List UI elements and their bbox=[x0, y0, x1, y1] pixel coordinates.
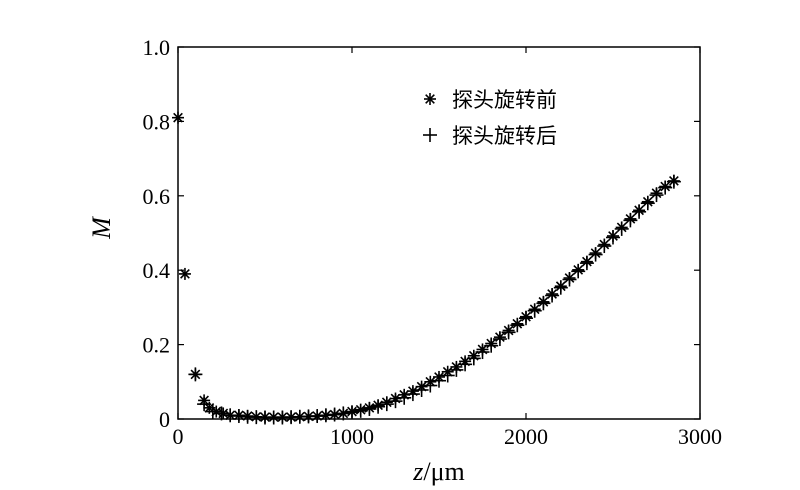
legend-symbol-asterisk bbox=[424, 93, 436, 105]
point-after-rotation bbox=[214, 406, 229, 421]
point-after-rotation bbox=[640, 196, 655, 211]
point-after-rotation bbox=[579, 256, 594, 271]
point-after-rotation bbox=[510, 318, 525, 333]
point-after-rotation bbox=[440, 368, 455, 383]
legend-label-1: 探头旋转后 bbox=[452, 124, 557, 148]
point-after-rotation bbox=[536, 296, 551, 311]
point-after-rotation bbox=[562, 272, 577, 287]
y-tick-label: 0.6 bbox=[143, 184, 171, 209]
point-after-rotation bbox=[336, 406, 351, 421]
point-after-rotation bbox=[449, 362, 464, 377]
point-after-rotation bbox=[432, 373, 446, 388]
point-after-rotation bbox=[501, 325, 516, 340]
point-after-rotation bbox=[519, 311, 533, 326]
point-after-rotation bbox=[379, 397, 394, 412]
point-after-rotation bbox=[362, 401, 377, 416]
point-after-rotation bbox=[553, 280, 568, 295]
y-tick-label: 0 bbox=[159, 407, 170, 432]
point-after-rotation bbox=[353, 403, 368, 418]
point-after-rotation bbox=[475, 345, 490, 360]
point-after-rotation bbox=[423, 378, 438, 393]
y-axis-title: M bbox=[87, 216, 116, 240]
data-markers bbox=[172, 111, 681, 425]
y-tick-label: 0.4 bbox=[143, 258, 171, 283]
point-after-rotation bbox=[371, 399, 386, 414]
y-tick-label: 0.2 bbox=[143, 333, 171, 358]
plot-frame bbox=[177, 46, 701, 420]
point-after-rotation bbox=[545, 288, 560, 303]
point-after-rotation bbox=[623, 213, 638, 228]
point-after-rotation bbox=[405, 387, 420, 402]
point-after-rotation bbox=[597, 239, 612, 254]
point-after-rotation bbox=[666, 174, 681, 189]
x-axis-title: z/μm bbox=[412, 457, 465, 486]
point-after-rotation bbox=[527, 303, 542, 318]
point-after-rotation bbox=[484, 338, 499, 353]
x-tick-label: 2000 bbox=[504, 424, 548, 449]
legend-label-0: 探头旋转前 bbox=[452, 88, 557, 112]
legend-marker-asterisk bbox=[424, 93, 436, 105]
point-after-rotation bbox=[197, 397, 212, 412]
point-after-rotation bbox=[606, 230, 620, 245]
point-after-rotation bbox=[345, 405, 359, 420]
legend: 探头旋转前 探头旋转后 bbox=[423, 88, 557, 148]
point-after-rotation bbox=[466, 351, 481, 366]
point-after-rotation bbox=[571, 264, 586, 279]
point-after-rotation bbox=[205, 404, 220, 419]
point-after-rotation bbox=[614, 221, 629, 236]
x-axis-unit: /μm bbox=[423, 457, 464, 486]
point-after-rotation bbox=[397, 390, 412, 405]
point-after-rotation bbox=[458, 357, 473, 372]
legend-marker-plus bbox=[423, 128, 437, 142]
point-after-rotation bbox=[588, 247, 603, 262]
y-tick-label: 1.0 bbox=[143, 35, 171, 60]
point-after-rotation bbox=[658, 180, 673, 195]
point-after-rotation bbox=[388, 394, 403, 409]
legend-symbol-plus bbox=[423, 128, 437, 142]
point-after-rotation bbox=[649, 188, 664, 203]
x-tick-label: 0 bbox=[173, 424, 184, 449]
point-before-rotation bbox=[178, 267, 191, 280]
point-after-rotation bbox=[188, 367, 203, 382]
point-before-rotation bbox=[172, 111, 184, 124]
point-after-rotation bbox=[327, 407, 342, 422]
x-tick-label: 1000 bbox=[330, 424, 374, 449]
x-axis-variable: z bbox=[412, 457, 423, 486]
point-after-rotation bbox=[632, 204, 647, 219]
point-after-rotation bbox=[492, 332, 507, 347]
y-tick-label: 0.8 bbox=[143, 109, 171, 134]
x-tick-label: 3000 bbox=[678, 424, 722, 449]
axis-ticks: 0 1000 2000 3000 0 0.2 0.4 0.6 0.8 1.0 bbox=[143, 35, 723, 449]
point-after-rotation bbox=[414, 382, 429, 397]
